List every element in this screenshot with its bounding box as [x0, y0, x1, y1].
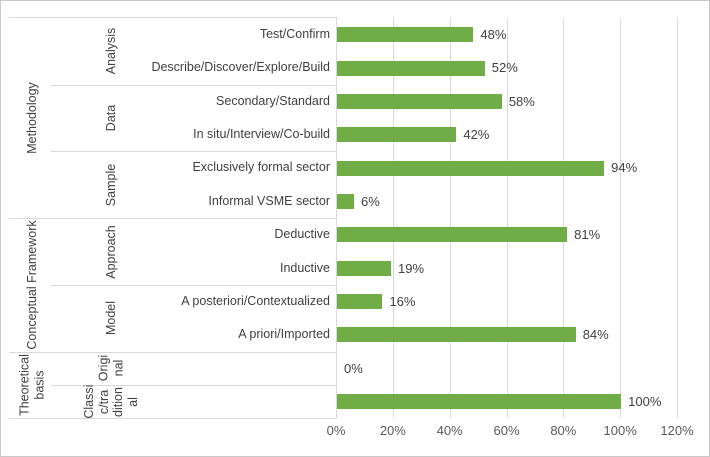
category-label: Exclusively formal sector: [192, 160, 330, 175]
category-label: Inductive: [279, 260, 330, 275]
x-tick-label: 120%: [660, 423, 694, 438]
category-label: Secondary/Standard: [216, 93, 330, 108]
value-label: 6%: [361, 193, 380, 209]
category-label: Test/Confirm: [259, 27, 330, 41]
axis-group-label-level2: Model: [103, 301, 118, 336]
gridline: [620, 18, 622, 419]
bar: [337, 193, 355, 209]
gridline: [563, 18, 565, 419]
bar: [337, 160, 605, 176]
label-area-bottom-line: [9, 418, 337, 420]
axis-group-label-level2: Approach: [103, 224, 118, 279]
value-label: 0%: [344, 360, 363, 376]
x-tick-label: 100%: [603, 423, 637, 438]
gridline: [392, 18, 394, 419]
label-area-top-line: [9, 17, 337, 18]
x-tick-label: 0%: [326, 423, 346, 438]
minor-divider-line: [51, 84, 337, 86]
axis-group-label-level2: Classi c/tra dition al: [82, 384, 140, 419]
bar: [337, 294, 383, 310]
minor-divider-line: [51, 284, 337, 286]
x-tick-label: 60%: [493, 423, 520, 438]
axis-group-label-level2: Analysis: [103, 28, 118, 75]
bar: [337, 60, 485, 76]
bar: [337, 27, 474, 43]
value-label: 94%: [611, 160, 638, 176]
x-tick-label: 40%: [436, 423, 463, 438]
major-divider-line: [9, 351, 337, 353]
axis-group-label-level1: Conceptual Framework: [24, 220, 39, 350]
value-label: 19%: [397, 260, 425, 276]
value-label: 52%: [491, 60, 518, 76]
value-label: 100%: [628, 393, 662, 409]
category-label: Informal VSME sector: [208, 193, 330, 208]
bar: [337, 260, 391, 276]
axis-group-label-level2: Sample: [103, 163, 118, 206]
axis-group-label-level1: Theoretical basis: [17, 354, 47, 416]
bar: [337, 127, 457, 143]
minor-divider-line: [51, 384, 337, 386]
value-label: 42%: [463, 127, 490, 143]
axis-group-label-level2: Data: [103, 104, 118, 132]
gridline: [506, 18, 508, 419]
value-label: 58%: [508, 93, 535, 109]
category-label: A priori/Imported: [238, 327, 330, 342]
value-label: 84%: [582, 327, 609, 343]
value-label: 16%: [389, 293, 416, 309]
minor-divider-line: [51, 151, 337, 153]
category-label: Deductive: [274, 227, 330, 242]
category-label: A posteriori/Contextualized: [181, 293, 330, 308]
category-label: Describe/Discover/Explore/Build: [151, 60, 330, 75]
major-divider-line: [9, 218, 337, 220]
axis-group-label-level2: Origi nal: [96, 355, 126, 382]
gridline: [449, 18, 451, 419]
value-label: 48%: [480, 27, 507, 42]
axis-group-label-level1: Methodology: [24, 82, 39, 154]
bar: [337, 327, 576, 343]
value-label: 81%: [574, 227, 601, 243]
category-label: In situ/Interview/Co-build: [193, 127, 330, 142]
gridline: [677, 18, 678, 419]
bar: [337, 227, 568, 243]
x-tick-label: 80%: [550, 423, 577, 438]
x-tick-label: 20%: [379, 423, 406, 438]
bar: [337, 93, 502, 109]
bar: [337, 394, 622, 410]
